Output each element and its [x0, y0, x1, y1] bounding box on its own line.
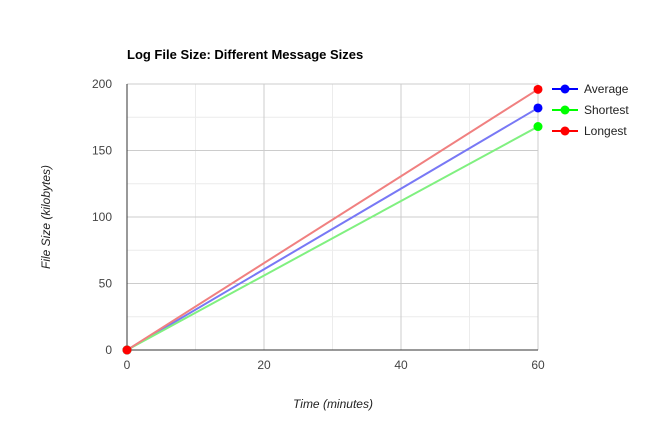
series-lines — [126, 88, 539, 351]
grid — [127, 83, 539, 350]
chart-title: Log File Size: Different Message Sizes — [127, 47, 363, 62]
series-line-shortest — [126, 125, 539, 351]
legend-marker-longest — [560, 126, 570, 136]
y-tick-label: 200 — [92, 77, 112, 91]
y-tick-label: 150 — [92, 144, 112, 158]
data-point-longest — [533, 84, 543, 94]
series-line-average — [126, 107, 539, 351]
y-tick-label: 0 — [105, 343, 112, 357]
x-tick-label: 60 — [531, 358, 545, 372]
x-tick-labels: 0 20 40 60 — [124, 358, 545, 372]
legend-label-longest: Longest — [584, 124, 627, 138]
legend-label-average: Average — [584, 82, 629, 96]
data-point-shortest — [533, 122, 543, 132]
y-axis-label: File Size (kilobytes) — [39, 165, 53, 269]
legend-label-shortest: Shortest — [584, 103, 629, 117]
y-tick-label: 100 — [92, 210, 112, 224]
y-tick-labels: 0 50 100 150 200 — [92, 77, 112, 357]
x-tick-label: 0 — [124, 358, 131, 372]
series-line-longest — [126, 88, 539, 351]
legend: Average Shortest Longest — [552, 82, 629, 138]
data-point-average — [533, 103, 543, 113]
y-tick-label: 50 — [99, 277, 113, 291]
data-point-longest — [122, 345, 132, 355]
x-tick-label: 40 — [394, 358, 408, 372]
legend-marker-shortest — [560, 105, 570, 115]
x-tick-label: 20 — [257, 358, 271, 372]
axes — [126, 84, 538, 351]
x-axis-label: Time (minutes) — [293, 397, 373, 411]
series-points — [122, 84, 543, 355]
legend-marker-average — [560, 84, 570, 94]
